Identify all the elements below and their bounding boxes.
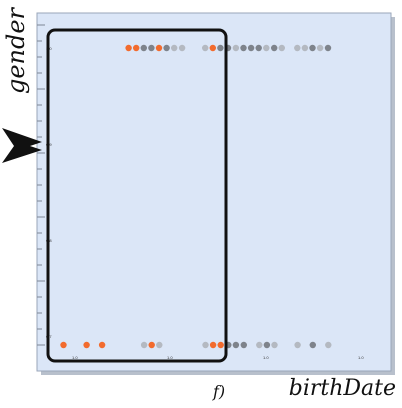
data-point[interactable] — [271, 341, 278, 349]
data-point[interactable] — [232, 341, 240, 349]
x-tick-label: 1.0 — [263, 355, 269, 360]
data-point[interactable] — [163, 44, 170, 52]
data-point[interactable] — [202, 341, 209, 349]
data-point[interactable] — [148, 341, 155, 349]
x-tick-label: 1.0 — [167, 355, 173, 360]
data-point[interactable] — [178, 44, 186, 52]
selection-box[interactable] — [46, 28, 228, 363]
data-point[interactable] — [60, 341, 67, 349]
data-point[interactable] — [263, 341, 271, 349]
data-point[interactable] — [271, 44, 278, 52]
data-point[interactable] — [156, 341, 163, 349]
y-axis-label-text: gender — [2, 7, 30, 95]
x-axis-label: birthDate — [288, 376, 396, 401]
y-axis-label: gender — [2, 8, 30, 94]
data-point[interactable] — [140, 341, 148, 349]
data-point[interactable] — [217, 44, 224, 52]
y-axis-ticks — [37, 24, 45, 346]
data-point[interactable] — [256, 341, 263, 349]
data-point[interactable] — [240, 44, 247, 52]
data-points — [60, 44, 332, 349]
plot-background — [36, 12, 392, 372]
data-point[interactable] — [83, 341, 90, 349]
data-point[interactable] — [294, 44, 301, 52]
data-point[interactable] — [278, 44, 285, 52]
data-point[interactable] — [309, 341, 316, 349]
data-point[interactable] — [209, 44, 216, 52]
data-point[interactable] — [98, 341, 106, 349]
data-point[interactable] — [324, 44, 332, 52]
data-point[interactable] — [247, 44, 255, 52]
data-point[interactable] — [232, 44, 240, 52]
data-point[interactable] — [325, 341, 332, 349]
data-point[interactable] — [209, 341, 217, 349]
data-point[interactable] — [202, 44, 209, 52]
data-point[interactable] — [301, 44, 309, 52]
data-point[interactable] — [171, 44, 178, 52]
arrow-pointer-icon — [2, 128, 42, 163]
data-point[interactable] — [316, 44, 324, 52]
data-point[interactable] — [217, 341, 224, 349]
data-point[interactable] — [294, 341, 301, 349]
data-point[interactable] — [263, 44, 270, 52]
x-tick-label: 1.0 — [358, 355, 364, 360]
data-point[interactable] — [140, 44, 147, 52]
data-point[interactable] — [240, 341, 247, 349]
x-tick-label: 1.0 — [72, 355, 78, 360]
x-tick-labels: 1.0 1.0 1.0 1.0 — [72, 355, 364, 360]
data-point[interactable] — [255, 44, 262, 52]
data-point[interactable] — [133, 44, 140, 52]
panel-label: f) — [213, 382, 226, 401]
data-point[interactable] — [309, 44, 316, 52]
data-point[interactable] — [148, 44, 155, 52]
data-point[interactable] — [125, 44, 132, 52]
data-point[interactable] — [155, 44, 163, 52]
